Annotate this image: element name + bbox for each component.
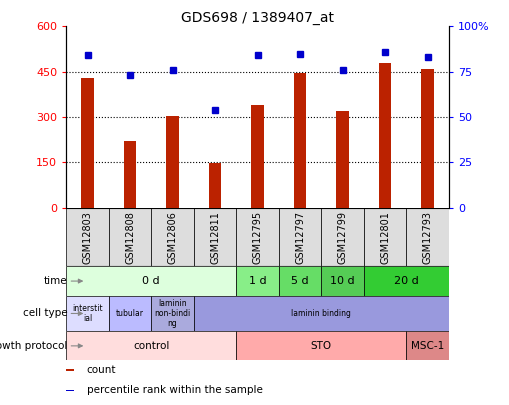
Bar <box>321 266 363 296</box>
Text: GSM12795: GSM12795 <box>252 211 262 264</box>
Bar <box>406 331 448 360</box>
Text: GSM12799: GSM12799 <box>337 211 347 264</box>
Bar <box>66 296 108 331</box>
Text: GSM12806: GSM12806 <box>167 211 177 264</box>
Text: laminin binding: laminin binding <box>291 309 351 318</box>
Text: tubular: tubular <box>116 309 144 318</box>
Bar <box>293 73 306 208</box>
Bar <box>236 331 406 360</box>
Text: GSM12808: GSM12808 <box>125 211 135 264</box>
Text: percentile rank within the sample: percentile rank within the sample <box>87 385 262 395</box>
Bar <box>193 296 448 331</box>
Bar <box>335 111 348 208</box>
Bar <box>406 208 448 266</box>
Text: count: count <box>87 365 116 375</box>
Bar <box>151 208 193 266</box>
Bar <box>66 331 236 360</box>
Text: MSC-1: MSC-1 <box>410 341 443 351</box>
Text: 1 d: 1 d <box>248 276 266 286</box>
Bar <box>124 141 136 208</box>
Bar <box>151 296 193 331</box>
Text: GSM12803: GSM12803 <box>82 211 92 264</box>
Text: 10 d: 10 d <box>330 276 354 286</box>
Text: STO: STO <box>310 341 331 351</box>
Text: 20 d: 20 d <box>393 276 418 286</box>
Bar <box>278 266 321 296</box>
Text: laminin
non-bindi
ng: laminin non-bindi ng <box>154 298 190 328</box>
Text: interstit
ial: interstit ial <box>72 304 103 323</box>
Bar <box>278 208 321 266</box>
Text: control: control <box>133 341 169 351</box>
Text: cell type: cell type <box>22 309 67 318</box>
Text: GSM12801: GSM12801 <box>379 211 389 264</box>
Bar <box>108 208 151 266</box>
Text: 5 d: 5 d <box>291 276 308 286</box>
Text: growth protocol: growth protocol <box>0 341 67 351</box>
Bar <box>251 105 264 208</box>
Bar <box>321 208 363 266</box>
Bar <box>420 69 433 208</box>
Text: 0 d: 0 d <box>142 276 160 286</box>
Bar <box>66 390 73 391</box>
Bar <box>236 266 278 296</box>
Bar <box>363 266 448 296</box>
Bar <box>236 208 278 266</box>
Bar <box>108 296 151 331</box>
Text: GSM12811: GSM12811 <box>210 211 219 264</box>
Bar <box>208 163 221 208</box>
Bar <box>363 208 406 266</box>
Bar <box>378 63 391 208</box>
Text: time: time <box>43 276 67 286</box>
Bar <box>66 369 73 371</box>
Bar <box>66 208 108 266</box>
Bar <box>66 266 236 296</box>
Bar <box>193 208 236 266</box>
Text: GSM12797: GSM12797 <box>295 211 304 264</box>
Title: GDS698 / 1389407_at: GDS698 / 1389407_at <box>181 11 333 25</box>
Bar <box>81 78 94 208</box>
Text: GSM12793: GSM12793 <box>422 211 432 264</box>
Bar <box>166 115 179 208</box>
